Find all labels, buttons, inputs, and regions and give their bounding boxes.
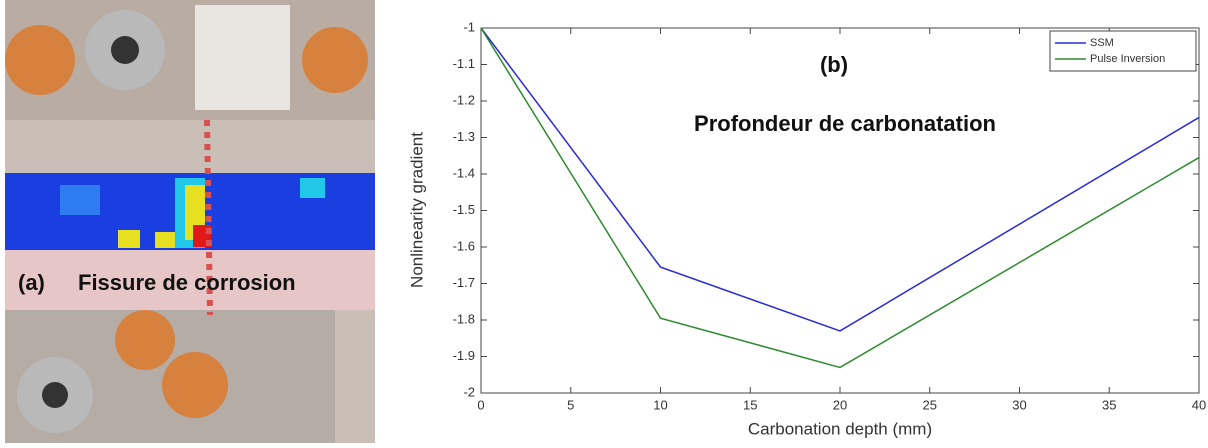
series-line: [480, 27, 1200, 332]
annotation: (b): [820, 52, 848, 77]
x-tick-label: 35: [1102, 397, 1116, 412]
y-tick-label: -1.4: [453, 165, 475, 180]
x-tick-label: 40: [1192, 397, 1206, 412]
photo-bolt: [5, 25, 75, 95]
y-tick-label: -1.2: [453, 92, 475, 107]
heatmap-cell: [118, 230, 140, 248]
x-axis-label: Carbonation depth (mm): [748, 419, 932, 438]
y-tick-label: -2: [463, 384, 475, 399]
y-tick-label: -1.5: [453, 202, 475, 217]
legend-label: SSM: [1090, 37, 1114, 49]
legend-label: Pulse Inversion: [1090, 53, 1165, 65]
heatmap-cell: [155, 232, 175, 248]
annotation: Profondeur de carbonatation: [694, 111, 996, 136]
y-axis-label: Nonlinearity gradient: [407, 132, 426, 288]
x-tick-label: 15: [743, 397, 757, 412]
heatmap-cell: [300, 178, 325, 198]
x-tick-label: 10: [653, 397, 667, 412]
y-tick-label: -1.8: [453, 311, 475, 326]
y-tick-label: -1.6: [453, 238, 475, 253]
x-tick-label: 0: [477, 397, 484, 412]
plot-frame: [480, 27, 1200, 394]
y-tick-label: -1: [463, 19, 475, 34]
x-tick-label: 20: [833, 397, 847, 412]
x-tick-label: 25: [923, 397, 937, 412]
photo-bolt: [302, 27, 368, 93]
photo-panel: (a) Fissure de corrosion: [5, 0, 375, 443]
photo-band: [5, 250, 375, 310]
x-tick-label: 5: [567, 397, 574, 412]
photo-bolt: [162, 352, 228, 418]
heatmap-cell: [60, 185, 100, 215]
photo-plate: [195, 5, 290, 110]
y-tick-label: -1.3: [453, 129, 475, 144]
photo-bolt: [115, 310, 175, 370]
x-tick-label: 30: [1012, 397, 1026, 412]
photo-nut-hole: [111, 36, 139, 64]
crack-line: [204, 119, 213, 316]
y-tick-label: -1.7: [453, 275, 475, 290]
panel-label: (a): [18, 270, 45, 295]
legend-box: [1049, 30, 1197, 72]
panel-caption: Fissure de corrosion: [78, 270, 296, 295]
y-tick-label: -1.1: [453, 56, 475, 71]
photo-nut-hole: [42, 382, 68, 408]
series-line: [480, 27, 1200, 369]
y-tick-label: -1.9: [453, 348, 475, 363]
